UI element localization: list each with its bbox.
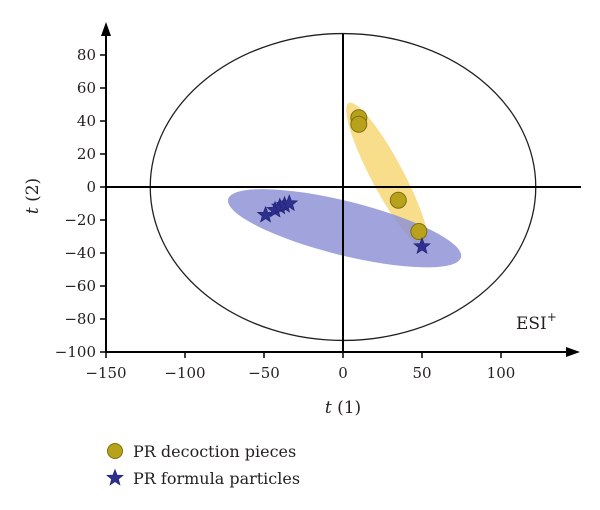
- x-tick-label: −150: [85, 364, 126, 382]
- y-tick-label: −40: [64, 244, 96, 262]
- y-axis-title: t (2): [23, 178, 43, 214]
- points-layer: [256, 109, 431, 254]
- axes-layer: [101, 22, 581, 357]
- formula-point: [280, 194, 299, 212]
- decoction-group-ellipse: [346, 102, 429, 249]
- y-tick-label: 80: [77, 46, 96, 64]
- y-tick-label: −20: [64, 211, 96, 229]
- y-tick-label: −100: [55, 343, 96, 361]
- legend-label: PR decoction pieces: [133, 442, 296, 461]
- legend-circle-marker: [107, 443, 123, 459]
- legend-label: PR formula particles: [133, 469, 300, 488]
- x-axis-title: t (1): [325, 398, 361, 418]
- x-tick-label: 100: [487, 364, 516, 382]
- y-tick-label: 0: [86, 178, 96, 196]
- legend-star-marker: [106, 468, 124, 486]
- y-tick-label: 20: [77, 145, 96, 163]
- esi-annotation: ESI+: [516, 310, 557, 334]
- y-axis-arrow: [101, 22, 111, 36]
- decoction-point: [350, 115, 368, 133]
- x-axis-arrow: [566, 347, 580, 357]
- x-tick-label: 50: [412, 364, 431, 382]
- legend: PR decoction pieces PR formula particles: [106, 442, 300, 488]
- y-tick-label: 60: [77, 79, 96, 97]
- ticks-layer: −150 −100 −50 0 50 100 −100 −80 −60 −40 −20 0 20 40 60…: [55, 46, 516, 382]
- x-tick-label: −100: [164, 364, 205, 382]
- formula-group-ellipse: [227, 189, 462, 268]
- x-tick-label: 0: [338, 364, 348, 382]
- y-tick-label: 40: [77, 112, 96, 130]
- y-tick-label: −80: [64, 310, 96, 328]
- decoction-point: [389, 191, 407, 209]
- formula-point: [413, 237, 431, 254]
- y-tick-label: −60: [64, 277, 96, 295]
- decoction-point: [410, 223, 428, 241]
- x-tick-label: −50: [248, 364, 280, 382]
